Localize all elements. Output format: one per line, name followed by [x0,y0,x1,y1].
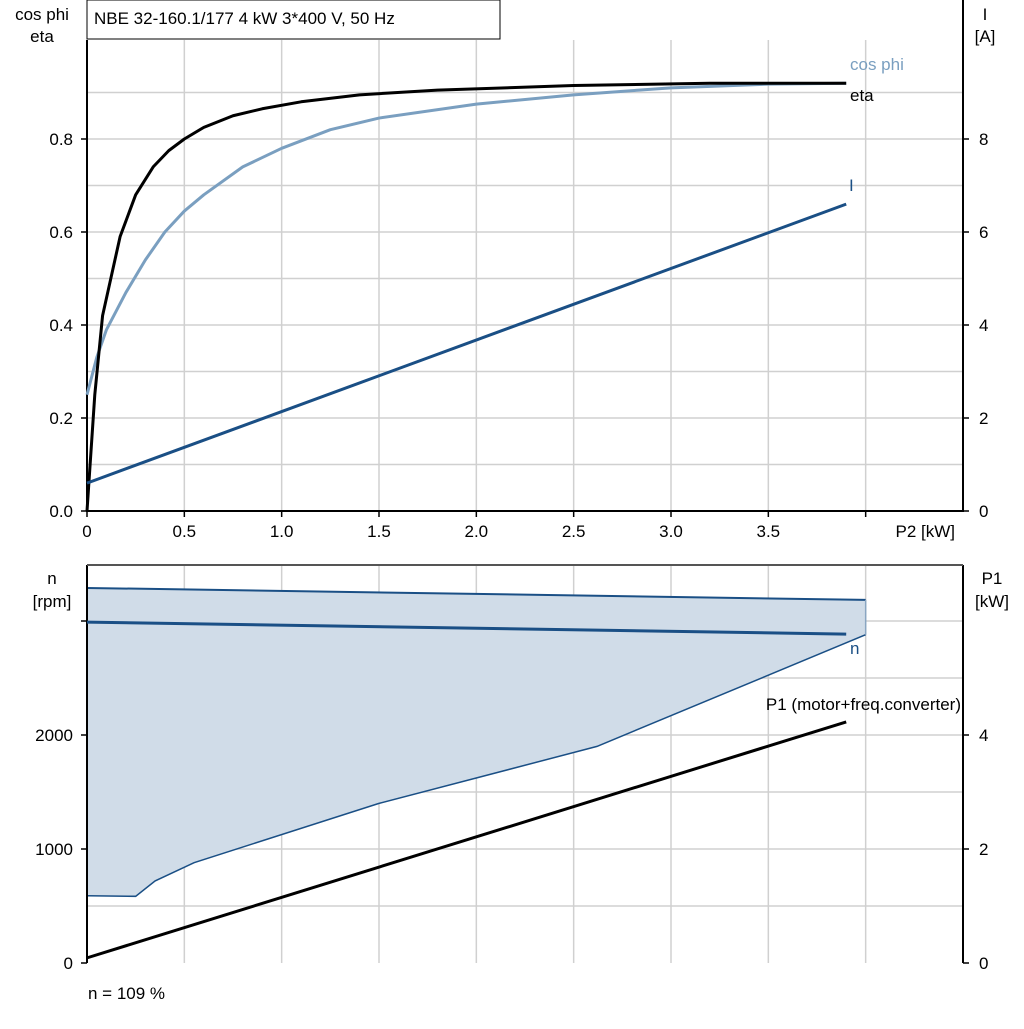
series-label-n: n [850,639,859,658]
x-tick-label: 0.5 [173,522,197,541]
x-tick-label: 0 [82,522,91,541]
y-axis-label-right: I [983,5,988,24]
y-axis-label-left: cos phi [15,5,69,24]
series-label-cos-phi: cos phi [850,55,904,74]
range-lower-line [86,633,866,898]
y-tick-label-left: 0 [64,954,73,973]
y-tick-label-left: 0.0 [49,502,73,521]
series-line-I [86,202,847,485]
series-line-eta [85,81,847,512]
y-tick-label-left: 0.4 [49,316,73,335]
y-tick-label-right: 0 [979,954,988,973]
y-tick-label-left: 0.2 [49,409,73,428]
y-tick-label-right: 4 [979,726,988,745]
series-label-eta: eta [850,86,874,105]
y-axis-label-right: P1 [982,569,1003,588]
x-tick-label: 1.0 [270,522,294,541]
range-upper-line [86,586,866,601]
y-tick-label-right: 4 [979,316,988,335]
y-axis-label-left: [rpm] [33,592,72,611]
y-tick-label-right: 2 [979,409,988,428]
y-axis-label-left: n [47,569,56,588]
series-line-P1 [86,720,847,960]
x-axis-label: P2 [kW] [895,522,955,541]
x-tick-label: 3.0 [659,522,683,541]
x-tick-label: 2.5 [562,522,586,541]
y-tick-label-left: 1000 [35,840,73,859]
y-tick-label-right: 0 [979,502,988,521]
y-axis-label-right: [A] [975,27,996,46]
y-tick-label-right: 2 [979,840,988,859]
y-tick-label-left: 0.6 [49,223,73,242]
x-tick-label: 1.5 [367,522,391,541]
operating-range-area [87,587,866,897]
y-tick-label-right: 6 [979,223,988,242]
chart-title: NBE 32-160.1/177 4 kW 3*400 V, 50 Hz [94,9,395,28]
y-tick-label-left: 0.8 [49,130,73,149]
series-label-I: I [849,176,854,195]
y-tick-label-right: 8 [979,130,988,149]
series-label-P1: P1 (motor+freq.converter) [766,695,961,714]
y-axis-label-left: eta [30,27,54,46]
series-line-cos-phi [85,81,847,396]
y-axis-label-right: [kW] [975,592,1009,611]
y-tick-label-left: 2000 [35,726,73,745]
series-line-n [86,620,847,636]
x-tick-label: 2.0 [465,522,489,541]
title-box [86,0,501,40]
x-tick-label: 3.5 [757,522,781,541]
footnote: n = 109 % [88,984,165,1003]
